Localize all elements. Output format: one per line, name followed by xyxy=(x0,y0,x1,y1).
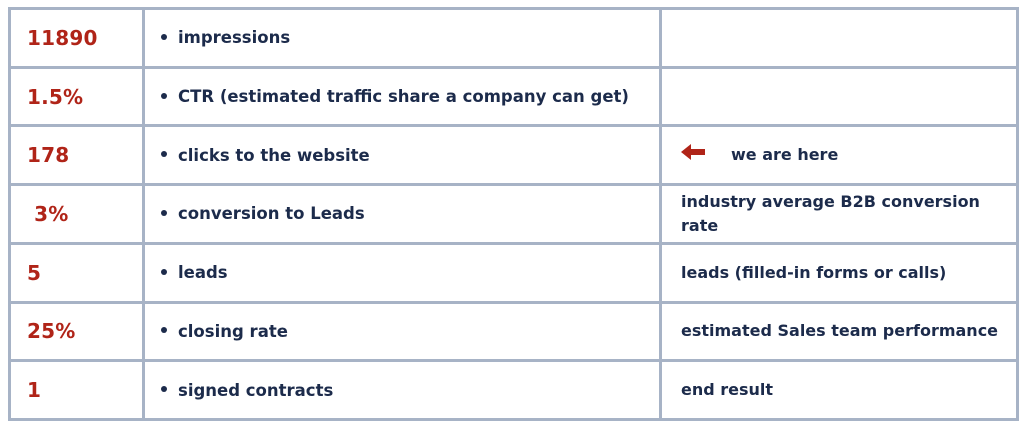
table-row: 3% conversion to Leads industry average … xyxy=(8,183,1019,245)
metric-description-cell: conversion to Leads xyxy=(142,183,662,245)
metric-note: we are here xyxy=(731,145,839,164)
bullet-icon xyxy=(161,327,167,334)
metric-description: clicks to the website xyxy=(178,145,370,165)
table-row: 1 signed contracts end result xyxy=(8,359,1019,421)
metric-value: 25% xyxy=(8,300,145,363)
metric-note xyxy=(659,7,1019,69)
metric-description-cell: CTR (estimated traffic share a company c… xyxy=(142,65,662,128)
metric-value: 11890 xyxy=(8,7,145,69)
table-row: 1.5% CTR (estimated traffic share a comp… xyxy=(8,65,1019,128)
metric-value: 1 xyxy=(8,359,145,421)
metric-description: impressions xyxy=(178,28,291,48)
metric-note-cell: we are here xyxy=(659,124,1019,187)
metric-note: leads (filled-in forms or calls) xyxy=(659,241,1019,304)
bullet-icon xyxy=(161,209,167,216)
metric-description-cell: closing rate xyxy=(142,300,662,363)
bullet-icon xyxy=(161,386,167,393)
metric-description-cell: clicks to the website xyxy=(142,124,662,187)
metric-description: leads xyxy=(178,263,228,283)
table-row: 11890 impressions xyxy=(8,7,1019,69)
metric-value: 5 xyxy=(8,241,145,304)
metric-value: 3% xyxy=(8,183,145,245)
metric-note xyxy=(659,65,1019,128)
table-row: 25% closing rate estimated Sales team pe… xyxy=(8,300,1019,363)
metric-value: 1.5% xyxy=(8,65,145,128)
metric-note: estimated Sales team performance xyxy=(659,300,1019,363)
bullet-icon xyxy=(161,268,167,275)
metric-description-cell: impressions xyxy=(142,7,662,69)
metric-value: 178 xyxy=(8,124,145,187)
table-row: 178 clicks to the website we are here xyxy=(8,124,1019,187)
table-row: 5 leads leads (filled-in forms or calls) xyxy=(8,241,1019,304)
metric-description-cell: signed contracts xyxy=(142,359,662,421)
bullet-icon xyxy=(161,92,167,99)
metric-description: conversion to Leads xyxy=(178,204,365,224)
metric-note: end result xyxy=(659,359,1019,421)
metric-description: CTR (estimated traffic share a company c… xyxy=(178,87,629,107)
metric-description: closing rate xyxy=(178,321,288,341)
bullet-icon xyxy=(161,33,167,40)
metric-description-cell: leads xyxy=(142,241,662,304)
metric-note: industry average B2B conversion rate xyxy=(659,183,1019,245)
metric-description: signed contracts xyxy=(178,380,334,400)
bullet-icon xyxy=(161,151,167,158)
funnel-table: 11890 impressions 1.5% CTR (estimated tr… xyxy=(8,7,1019,421)
left-arrow-icon xyxy=(681,143,705,167)
